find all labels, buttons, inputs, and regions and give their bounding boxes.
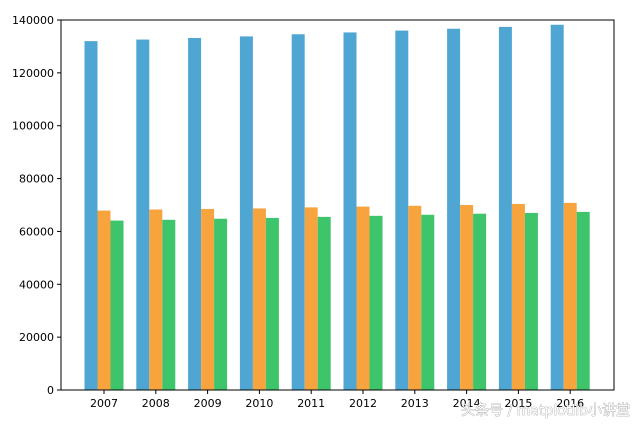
x-tick-label-2015: 2015 <box>504 397 532 410</box>
bar-2016-series-2 <box>563 202 577 390</box>
bar-2013-series-1 <box>395 30 409 390</box>
x-tick-label-2009: 2009 <box>194 397 222 410</box>
bar-2007-series-2 <box>97 210 111 390</box>
bar-2009-series-2 <box>201 208 215 390</box>
bar-2013-series-3 <box>421 214 435 390</box>
bar-2011-series-2 <box>304 207 318 390</box>
x-axis: 2007 2008 2009 2010 2011 2012 2013 2014 2015 2016 <box>90 390 584 410</box>
bar-2008-series-1 <box>136 39 150 391</box>
y-tick-label: 120000 <box>12 67 54 80</box>
watermark-text: 头条号 / matplotlib小讲堂 <box>461 402 630 419</box>
x-tick-label-2014: 2014 <box>453 397 481 410</box>
plot-frame <box>60 19 615 391</box>
bars-layer <box>84 24 590 391</box>
bar-2015-series-1 <box>498 26 512 391</box>
bar-2015-series-2 <box>511 203 525 390</box>
y-axis: 0 20000 40000 60000 80000 100000 120000 140000 <box>12 14 61 397</box>
bar-2014-series-3 <box>473 213 487 390</box>
bar-2014-series-1 <box>447 28 461 390</box>
y-tick-label: 40000 <box>19 278 54 291</box>
y-tick-label: 80000 <box>19 173 54 186</box>
y-tick-label: 0 <box>47 384 54 397</box>
bar-2014-series-2 <box>460 205 474 390</box>
bar-2007-series-3 <box>110 220 124 390</box>
bar-2015-series-3 <box>524 212 538 390</box>
bar-2007-series-1 <box>84 41 98 390</box>
bar-2010-series-2 <box>252 208 266 390</box>
x-tick-label-2010: 2010 <box>245 397 273 410</box>
bar-2009-series-3 <box>214 218 228 390</box>
x-tick-label-2012: 2012 <box>349 397 377 410</box>
bar-2011-series-3 <box>317 216 331 390</box>
bar-2012-series-2 <box>356 206 370 390</box>
bar-2010-series-1 <box>239 36 253 390</box>
bar-2016-series-1 <box>550 24 564 390</box>
x-tick-label-2008: 2008 <box>142 397 170 410</box>
bar-2012-series-3 <box>369 215 383 390</box>
bar-2010-series-3 <box>265 217 279 390</box>
x-tick-label-2013: 2013 <box>401 397 429 410</box>
bar-2016-series-3 <box>576 211 590 390</box>
bar-2008-series-2 <box>149 209 163 390</box>
bar-2012-series-1 <box>343 32 357 391</box>
bar-2013-series-2 <box>408 205 422 390</box>
y-tick-label: 140000 <box>12 14 54 27</box>
y-tick-label: 60000 <box>19 225 54 238</box>
x-tick-label-2016: 2016 <box>556 397 584 410</box>
x-tick-label-2011: 2011 <box>297 397 325 410</box>
bar-2009-series-1 <box>188 37 202 390</box>
y-tick-label: 20000 <box>19 331 54 344</box>
bar-2011-series-1 <box>291 34 305 391</box>
bar-2008-series-3 <box>162 219 176 390</box>
x-tick-label-2007: 2007 <box>90 397 118 410</box>
y-tick-label: 100000 <box>12 120 54 133</box>
